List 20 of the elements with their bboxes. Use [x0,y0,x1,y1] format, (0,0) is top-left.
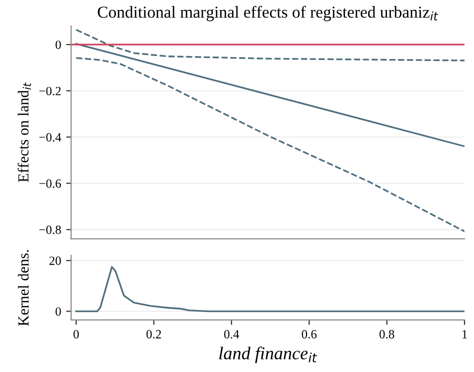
y-axis-title: Kernel dens. [18,250,29,326]
y-tick-label: −0.2 [39,86,61,96]
line-series [75,57,465,232]
x-tick-label: 0.4 [224,330,240,338]
y-tick-label: 0 [56,307,61,316]
y-tick-label: 0 [56,40,61,49]
x-tick-label: 1 [462,330,467,338]
y-tick-label: −0.6 [39,179,62,188]
y-tick-label: −0.4 [39,133,62,142]
x-tick-label: 0.8 [380,330,394,338]
line-series [75,28,465,62]
y-axis-title: Effects on land$_{it}$ [18,82,31,182]
y-tick-label: −0.8 [39,226,61,234]
x-tick-label: 0.6 [302,330,317,338]
line-series [75,266,465,312]
y-tick-label: 20 [49,256,61,265]
chart-title: Conditional marginal effects of registered urbaniz$_{it}$ [98,6,438,22]
x-tick-label: 0.2 [146,330,161,338]
x-tick-label: 0 [74,330,79,338]
x-axis-title: land finance$_{it}$ [219,346,318,364]
